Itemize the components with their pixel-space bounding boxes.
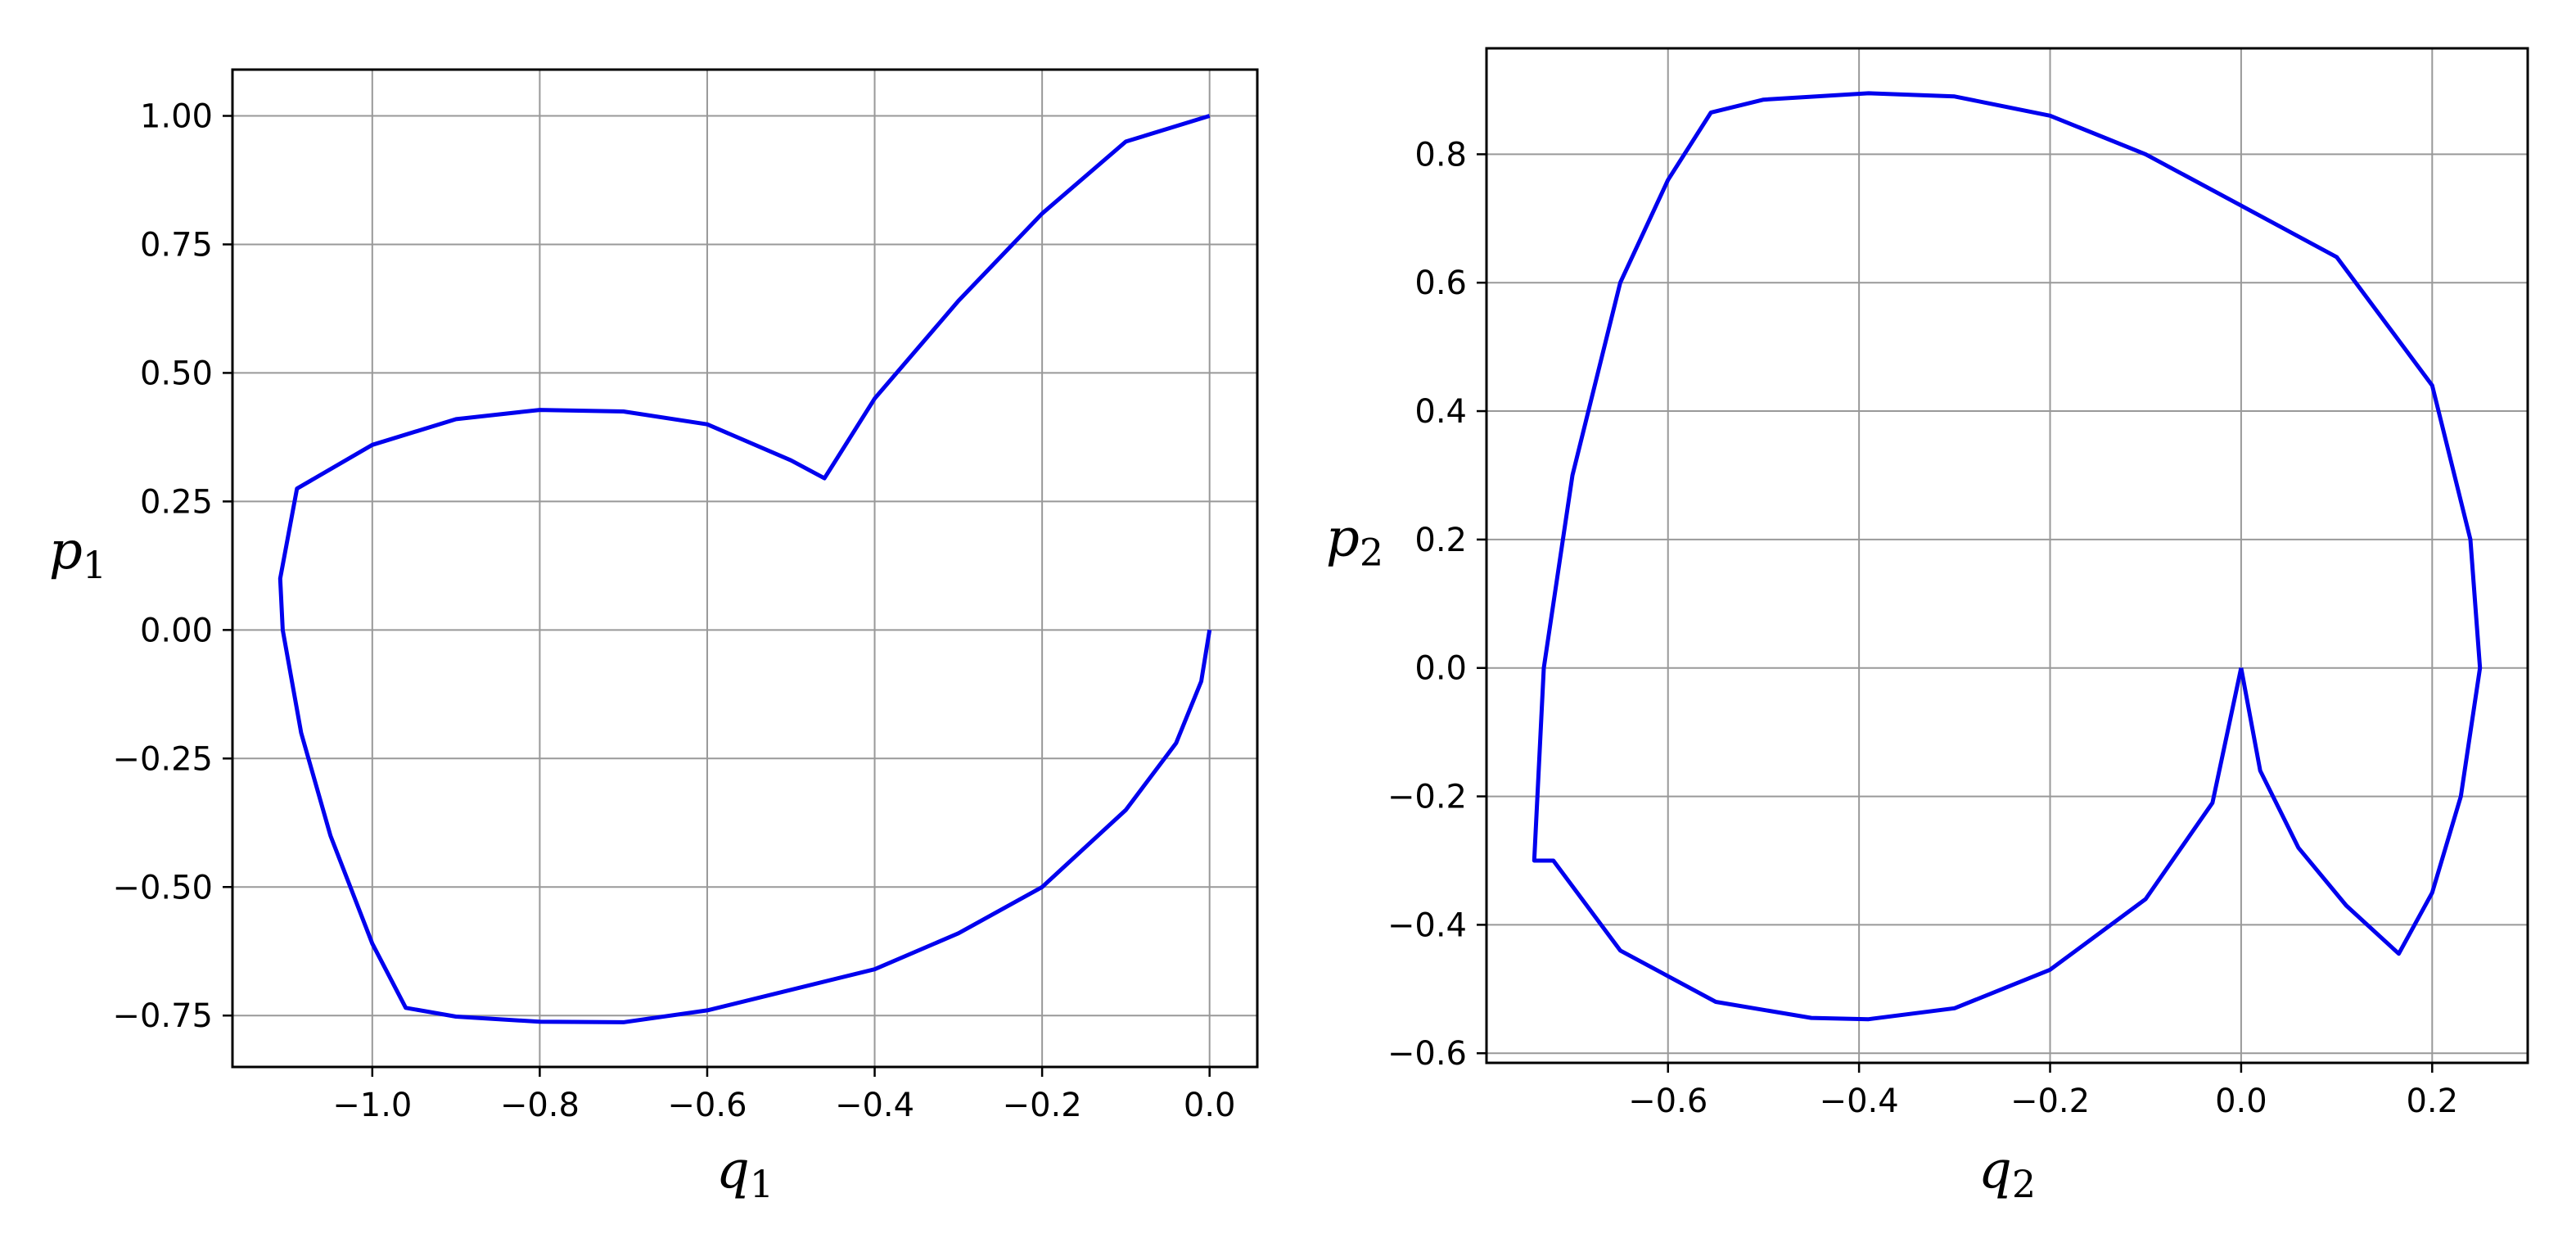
x-tick-label: −0.6 [667,1087,747,1124]
y-axis-label-main: p [1326,509,1360,569]
y-axis-label-subscript: 2 [1360,531,1383,575]
x-tick-label: −0.4 [835,1087,914,1124]
y-tick-label: −0.25 [112,740,213,778]
x-axis-label-main: q [1978,1140,2012,1200]
x-axis-label: q1 [716,1140,774,1206]
x-tick-label: −0.6 [1628,1083,1708,1120]
x-axis-label: q2 [1978,1140,2036,1206]
x-axis-label-subscript: 2 [2012,1162,2036,1206]
plot-frame [1485,47,2529,1064]
y-tick-label: 0.00 [140,612,213,649]
x-tick-label: 0.0 [1184,1087,1236,1124]
x-tick-label: −0.8 [500,1087,580,1124]
x-axis-label-subscript: 1 [750,1162,774,1206]
y-tick-label: 0.8 [1414,136,1467,174]
chart-panel-q2-p2: −0.6 −0.4 −0.2 0.0 0.2 −0.6 −0.4 −0.2 0.0 0.2 0.4 0… [1326,47,2529,1206]
y-tick-label: 0.50 [140,355,213,392]
y-axis-label-main: p [49,521,83,581]
y-tick-label: −0.2 [1387,779,1467,816]
y-tick-label: −0.4 [1387,906,1467,944]
chart-panel-q1-p1: −1.0 −0.8 −0.6 −0.4 −0.2 0.0 −0.75 −0.50 −0.25 0.… [49,68,1259,1206]
series-line [277,114,1212,1024]
plot-frame [231,68,1259,1069]
x-tick-label: −1.0 [332,1087,412,1124]
y-tick-label: −0.6 [1387,1035,1467,1073]
x-axis-label-main: q [716,1140,750,1200]
y-tick-label: 0.6 [1414,264,1467,302]
x-tick-label: 0.0 [2215,1083,2267,1120]
series-line [1532,91,2483,1022]
y-tick-label: 0.75 [140,226,213,264]
y-tick-label: 0.2 [1414,522,1467,559]
y-tick-label: 0.25 [140,483,213,521]
x-tick-label: −0.2 [2010,1083,2090,1120]
y-tick-label: 0.0 [1414,650,1467,688]
y-axis-label: p2 [1326,509,1383,575]
y-axis-label-subscript: 1 [83,543,106,587]
x-tick-label: −0.4 [1820,1083,1899,1120]
y-axis-label: p1 [49,521,106,587]
y-tick-label: 1.00 [140,98,213,136]
x-tick-label: −0.2 [1003,1087,1082,1124]
y-tick-label: 0.4 [1414,393,1467,431]
y-tick-label: −0.75 [112,997,213,1035]
y-tick-label: −0.50 [112,869,213,906]
x-tick-label: 0.2 [2406,1083,2458,1120]
